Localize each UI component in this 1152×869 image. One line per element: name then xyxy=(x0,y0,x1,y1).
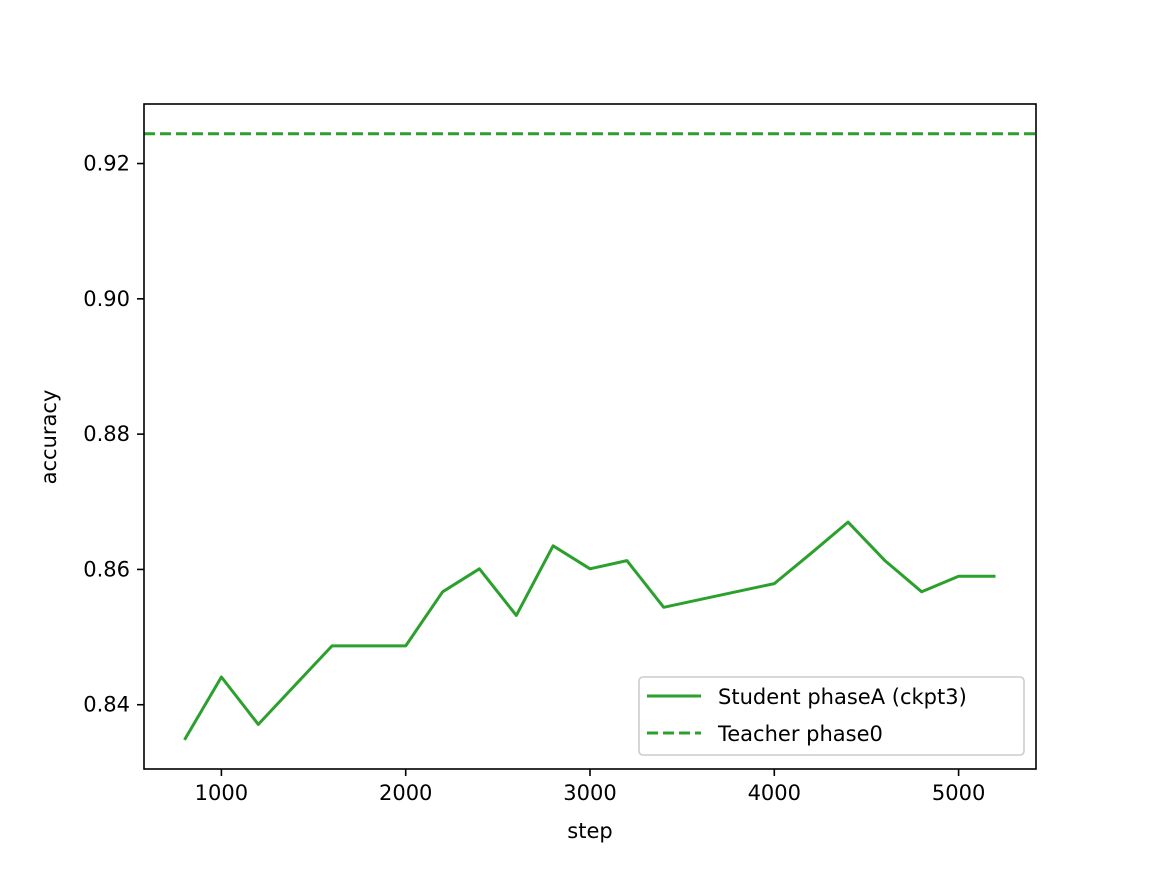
x-tick-label: 4000 xyxy=(748,781,801,805)
x-tick-label: 2000 xyxy=(379,781,432,805)
legend: Student phaseA (ckpt3) Teacher phase0 xyxy=(639,677,1024,755)
y-tick-label: 0.88 xyxy=(83,422,130,446)
y-tick-label: 0.84 xyxy=(83,693,130,717)
x-tick-label: 5000 xyxy=(932,781,985,805)
x-tick-label: 1000 xyxy=(195,781,248,805)
x-axis-label: step xyxy=(567,819,612,843)
y-tick-label: 0.92 xyxy=(83,152,130,176)
y-tick-label: 0.86 xyxy=(83,557,130,581)
y-axis-label: accuracy xyxy=(37,390,61,485)
x-tick-label: 3000 xyxy=(563,781,616,805)
legend-label-teacher: Teacher phase0 xyxy=(717,722,883,746)
legend-label-student: Student phaseA (ckpt3) xyxy=(718,685,967,709)
y-tick-label: 0.90 xyxy=(83,287,130,311)
